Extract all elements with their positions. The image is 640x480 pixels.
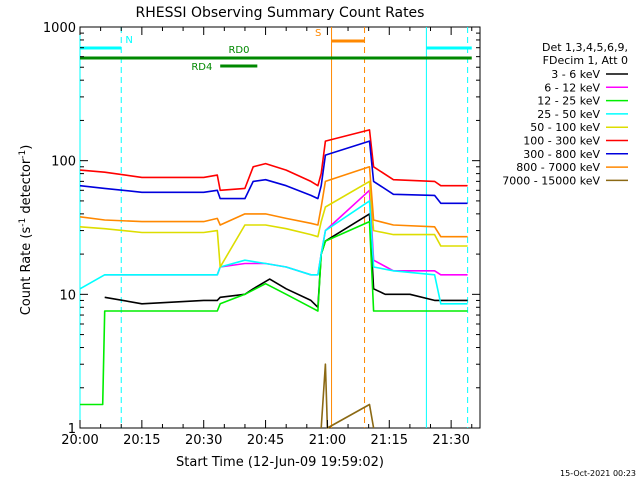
- x-tick-label: 20:15: [123, 433, 160, 448]
- x-tick-label: 20:00: [61, 433, 98, 448]
- x-tick-label: 21:00: [309, 433, 346, 448]
- legend-entry-label: 6 - 12 keV: [544, 81, 600, 94]
- series-line: [79, 129, 468, 192]
- x-tick-label: 21:15: [371, 433, 408, 448]
- x-tick-label: 20:45: [247, 433, 284, 448]
- timestamp-label: 15-Oct-2021 00:23: [560, 469, 636, 478]
- tick-layer: 20:00 20:15 20:30 20:45 21:00 21:15 21:30 1 10 10…: [43, 21, 480, 448]
- x-tick-label: 21:30: [432, 433, 469, 448]
- x-axis-label: Start Time (12-Jun-09 19:59:02): [176, 455, 384, 470]
- series-line: [79, 200, 468, 305]
- series-line: [104, 213, 468, 309]
- legend-entry-label: 25 - 50 keV: [537, 108, 600, 121]
- flag-label: RD4: [191, 62, 212, 73]
- series-line: [79, 140, 468, 205]
- legend-header-line: FDecim 1, Att 0: [543, 54, 628, 67]
- legend-entry-label: 7000 - 15000 keV: [502, 174, 600, 187]
- series-line: [80, 220, 468, 406]
- legend: Det 1,3,4,5,6,9,FDecim 1, Att 03 - 6 keV…: [502, 41, 628, 187]
- legend-entry-label: 100 - 300 keV: [523, 135, 600, 148]
- legend-entry-label: 300 - 800 keV: [523, 148, 600, 161]
- y-tick-label: 10: [59, 288, 76, 303]
- y-axis-label: Count Rate (s-1 detector-1): [18, 145, 34, 316]
- x-tick-label: 20:30: [185, 433, 222, 448]
- series-line: [79, 166, 468, 238]
- legend-entry-label: 3 - 6 keV: [551, 68, 600, 81]
- flag-label: S: [315, 28, 321, 39]
- y-tick-label: 1: [68, 422, 76, 437]
- series-line: [320, 363, 375, 429]
- y-tick-label: 1000: [43, 21, 76, 36]
- flag-label: N: [125, 35, 132, 46]
- legend-entry-label: 12 - 25 keV: [537, 95, 600, 108]
- legend-header-line: Det 1,3,4,5,6,9,: [542, 41, 628, 54]
- marker-layer: N S RD0 RD4: [79, 27, 472, 428]
- legend-entry-label: 800 - 7000 keV: [516, 161, 600, 174]
- flag-label: RD0: [228, 45, 249, 56]
- y-tick-label: 100: [51, 155, 76, 170]
- series-line: [79, 180, 468, 268]
- legend-entry-label: 50 - 100 keV: [530, 121, 600, 134]
- series-layer: [79, 129, 468, 429]
- chart-title: RHESSI Observing Summary Count Rates: [136, 5, 425, 21]
